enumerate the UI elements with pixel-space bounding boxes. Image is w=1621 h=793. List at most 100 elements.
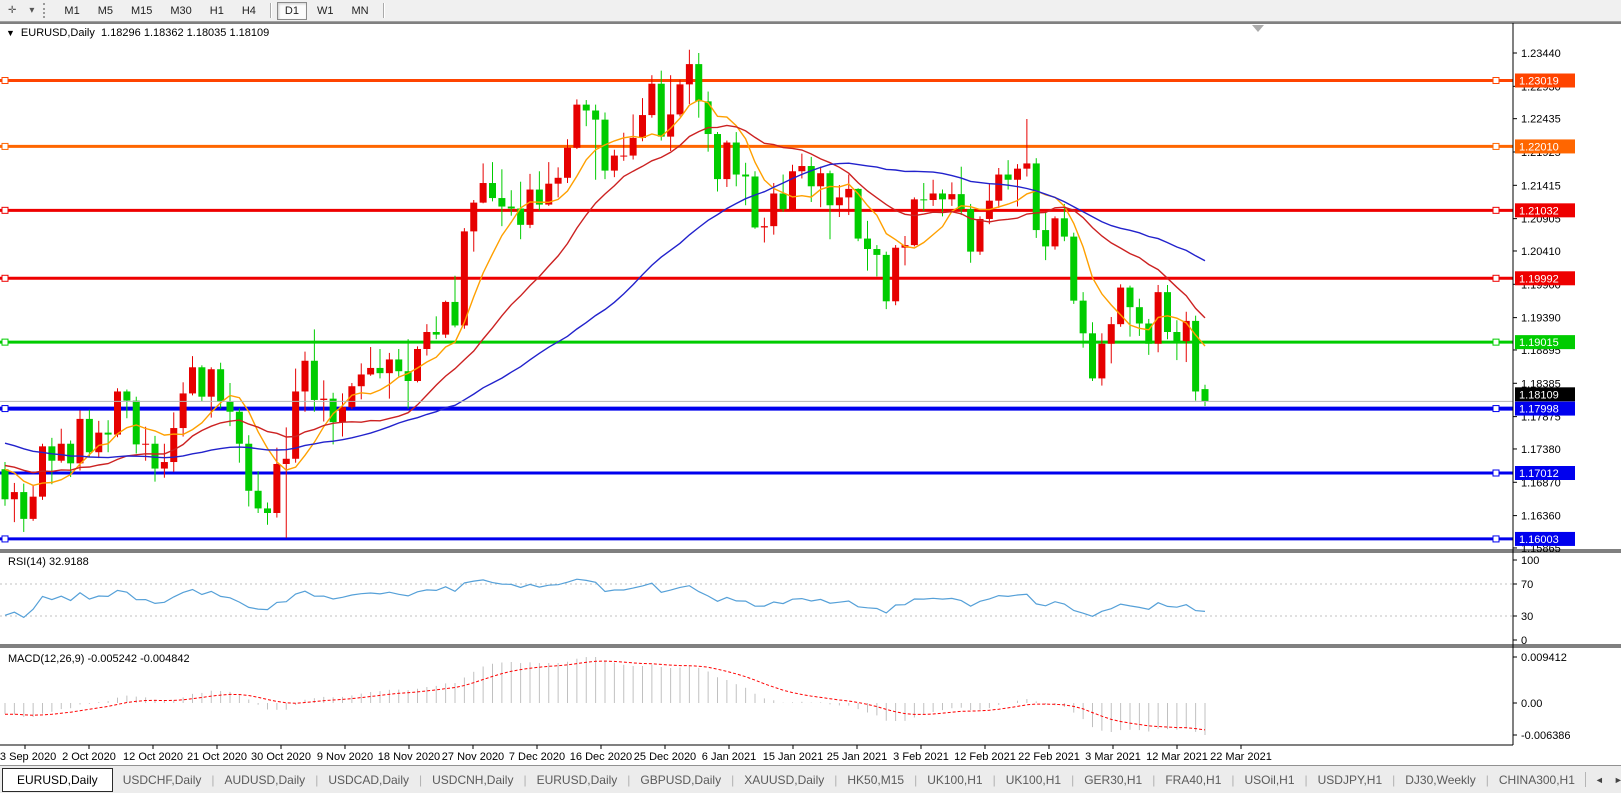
timeframe-button-d1[interactable]: D1 xyxy=(276,1,307,20)
chart-tab[interactable]: CHINA300,H1 xyxy=(1498,772,1575,787)
chart-tab[interactable]: DJ30,Weekly xyxy=(1405,772,1476,787)
candle xyxy=(910,197,918,247)
candle xyxy=(498,169,506,227)
candle xyxy=(929,179,937,206)
line-handle[interactable] xyxy=(1,338,9,346)
chart-tab[interactable]: UK100,H1 xyxy=(1005,772,1062,787)
line-price-label-text: 1.21032 xyxy=(1519,205,1559,217)
chart-tab[interactable]: UK100,H1 xyxy=(927,772,983,787)
chart-tab[interactable]: USDJPY,H1 xyxy=(1317,772,1383,787)
line-handle[interactable] xyxy=(1,274,9,282)
line-handle[interactable] xyxy=(1492,206,1500,214)
tab-divider: | xyxy=(1071,772,1075,787)
chart-shift-marker-icon[interactable] xyxy=(1252,25,1264,32)
tab-divider: | xyxy=(1392,772,1396,787)
timeframe-button-mn[interactable]: MN xyxy=(351,4,369,17)
date-tick-label: 15 Jan 2021 xyxy=(763,751,824,763)
chart-tab[interactable]: USDCHF,Daily xyxy=(122,772,202,787)
candle xyxy=(123,389,131,419)
timeframe-button-m15[interactable]: M15 xyxy=(130,4,153,17)
chart-tab[interactable]: GER30,H1 xyxy=(1084,772,1143,787)
tab-divider: | xyxy=(834,772,838,787)
chart-tab[interactable]: USDCAD,Daily xyxy=(328,772,409,787)
timeframe-button-m30[interactable]: M30 xyxy=(170,4,192,17)
rsi-indicator-label: RSI(14) 32.9188 xyxy=(8,556,89,568)
line-handle[interactable] xyxy=(1492,405,1500,413)
candle xyxy=(535,171,543,211)
chart-title-bar: ▼ EURUSD,Daily 1.18296 1.18362 1.18035 1.… xyxy=(6,27,269,39)
chart-tab[interactable]: FRA40,H1 xyxy=(1165,772,1222,787)
line-handle[interactable] xyxy=(1492,338,1500,346)
chart-canvas[interactable]: 1.234401.229301.224351.219251.214151.209… xyxy=(0,22,1621,765)
ma-line-slow xyxy=(4,162,1206,459)
candle xyxy=(864,220,871,271)
line-handle[interactable] xyxy=(1,77,9,85)
tab-divider: | xyxy=(914,772,918,787)
candle xyxy=(751,171,759,229)
toolbar-grip[interactable] xyxy=(43,3,49,18)
timeframe-button-w1[interactable]: W1 xyxy=(316,4,334,17)
candle xyxy=(1032,158,1040,238)
line-handle[interactable] xyxy=(1492,469,1500,477)
line-handle[interactable] xyxy=(1,405,9,413)
candle xyxy=(835,184,843,218)
macd-tick-label: 0.009412 xyxy=(1521,652,1567,664)
line-price-label-text: 1.16003 xyxy=(1519,534,1559,546)
date-tick-label: 12 Feb 2021 xyxy=(954,751,1016,763)
line-handle[interactable] xyxy=(1492,535,1500,543)
tool-dropdown-button[interactable]: ▾ xyxy=(29,5,35,16)
rsi-tick-label: 0 xyxy=(1521,635,1527,647)
candle xyxy=(189,356,196,396)
line-handle[interactable] xyxy=(1492,142,1500,150)
tab-scroll-left-icon[interactable]: ◄ xyxy=(1594,774,1604,785)
candle xyxy=(226,382,234,427)
line-handle[interactable] xyxy=(1,206,9,214)
chart-tab[interactable]: AUDUSD,Daily xyxy=(224,772,306,787)
chart-tab-bar: EURUSD,Daily USDCHF,Daily | AUDUSD,Daily | US… xyxy=(0,765,1621,793)
chart-tab[interactable]: XAUUSD,Daily xyxy=(744,772,825,787)
timeframe-button-h4[interactable]: H4 xyxy=(241,4,256,17)
chart-collapse-icon[interactable]: ▼ xyxy=(6,28,15,38)
tab-scroll-right-icon[interactable]: ► xyxy=(1613,774,1621,785)
candle xyxy=(1173,320,1181,361)
timeframe-button-m5[interactable]: M5 xyxy=(97,4,113,17)
tab-scrollers: ◄ ► xyxy=(1584,772,1621,787)
chart-tab[interactable]: HK50,M15 xyxy=(847,772,905,787)
candle xyxy=(854,188,862,242)
candle xyxy=(1117,284,1125,327)
candle xyxy=(198,365,206,402)
line-price-label-text: 1.23019 xyxy=(1519,76,1559,88)
line-handle[interactable] xyxy=(1492,274,1500,282)
timeframe-button-h1[interactable]: H1 xyxy=(209,4,224,17)
candle xyxy=(1014,164,1021,207)
candle xyxy=(1201,384,1209,407)
line-handle[interactable] xyxy=(1,142,9,150)
candle xyxy=(385,352,393,399)
candle xyxy=(545,162,553,206)
candle xyxy=(845,174,853,216)
cursor-tool-button[interactable]: ✛ xyxy=(8,5,17,16)
chart-tab[interactable]: USOil,H1 xyxy=(1244,772,1295,787)
chart-tab[interactable]: EURUSD,Daily xyxy=(2,767,113,792)
candle xyxy=(217,362,225,409)
timeframe-button-m1[interactable]: M1 xyxy=(64,4,80,17)
line-handle[interactable] xyxy=(1,535,9,543)
candle xyxy=(1070,232,1078,304)
candle xyxy=(1154,284,1162,353)
candle xyxy=(254,471,262,513)
candle xyxy=(526,173,534,229)
candle xyxy=(723,140,731,187)
line-handle[interactable] xyxy=(1492,77,1500,85)
date-tick-label: 25 Dec 2020 xyxy=(634,751,696,763)
chart-tab[interactable]: EURUSD,Daily xyxy=(536,772,618,787)
candle xyxy=(367,347,375,376)
chart-tab[interactable]: GBPUSD,Daily xyxy=(640,772,722,787)
chart-tab[interactable]: USDCNH,Daily xyxy=(432,772,514,787)
candle xyxy=(507,190,515,216)
line-price-label-text: 1.19015 xyxy=(1519,337,1559,349)
candle xyxy=(292,368,300,463)
date-tick-label: 22 Mar 2021 xyxy=(1210,751,1272,763)
date-tick-label: 27 Nov 2020 xyxy=(442,751,504,763)
date-tick-label: 18 Nov 2020 xyxy=(378,751,440,763)
candle xyxy=(310,329,318,412)
